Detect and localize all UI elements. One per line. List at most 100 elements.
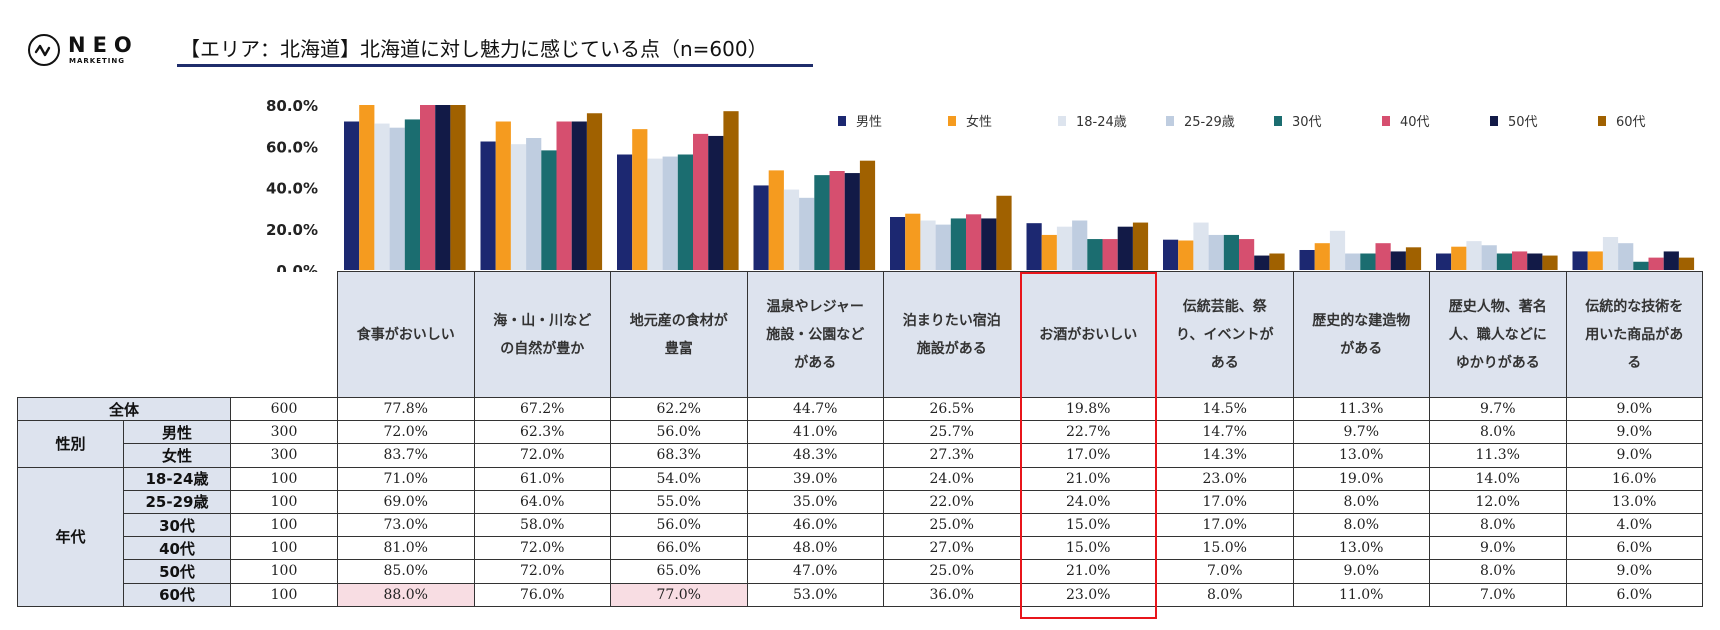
row-label: 60代 — [123, 582, 231, 607]
bar-18-24歳-8 — [1466, 241, 1482, 270]
y-tick-label: 40.0% — [266, 180, 318, 198]
value-cell: 14.5% — [1156, 396, 1294, 422]
bar-50代-2 — [708, 135, 724, 270]
value-cell: 4.0% — [1565, 512, 1703, 538]
legend-item: 60代 — [1598, 111, 1646, 130]
value-cell: 15.0% — [1019, 536, 1157, 561]
bar-40代-4 — [966, 214, 982, 270]
bar-60代-3 — [859, 160, 876, 270]
column-header-line: 歴史人物、著名 — [1448, 298, 1547, 315]
bar-女性-6 — [1178, 240, 1194, 270]
y-tick-label: 20.0% — [266, 221, 318, 239]
bar-60代-4 — [996, 195, 1012, 270]
row-label: 50代 — [123, 559, 231, 584]
bar-18-24歳-9 — [1602, 237, 1619, 270]
table-row: 年代 18-24歳 100 71.0% 61.0% 54.0% 39.0% 24.0% 21.0… — [17, 466, 1703, 607]
bar-50代-0 — [435, 105, 451, 270]
bar-男性-5 — [1026, 223, 1042, 270]
legend-swatch — [1166, 115, 1174, 126]
value-cell: 23.0% — [1019, 582, 1157, 607]
legend-label: 60代 — [1616, 115, 1646, 130]
row-label: 30代 — [123, 512, 231, 538]
sample-size: 100 — [230, 489, 338, 514]
value-cell: 35.0% — [746, 489, 884, 514]
page-title: 【エリア：北海道】北海道に対し魅力に感じている点（n=600） — [180, 37, 768, 61]
value-cell: 12.0% — [1429, 489, 1567, 514]
bar-25-29歳-0 — [389, 127, 405, 270]
bar-30代-1 — [541, 150, 557, 270]
column-header: 海・山・川など の自然が豊か — [473, 271, 611, 398]
column-header-line: 海・山・川など — [493, 312, 592, 329]
value-cell: 9.0% — [1565, 443, 1703, 468]
value-cell: 68.3% — [610, 443, 748, 468]
value-cell: 77.8% — [337, 396, 475, 422]
value-cell: 9.7% — [1429, 396, 1567, 422]
value-cell: 14.3% — [1156, 443, 1294, 468]
sample-size: 100 — [230, 512, 338, 538]
bar-25-29歳-4 — [935, 224, 951, 270]
chart-legend: 男性 女性 18-24歳 25-29歳 30代 40代 50代 60代 — [0, 111, 1720, 131]
bar-60代-8 — [1542, 255, 1558, 270]
column-header-line: り、イベントが — [1176, 326, 1274, 343]
value-cell: 25.0% — [883, 559, 1021, 584]
bar-18-24歳-2 — [647, 158, 663, 270]
value-cell: 47.0% — [746, 559, 884, 584]
column-header-line: 用いた商品があ — [1585, 326, 1684, 343]
value-cell: 9.0% — [1429, 536, 1567, 561]
bar-男性-0 — [344, 121, 360, 270]
value-cell: 9.0% — [1292, 559, 1430, 584]
legend-label: 18-24歳 — [1076, 115, 1127, 130]
legend-swatch — [1598, 115, 1606, 126]
column-header-line: 温泉やレジャー — [766, 298, 864, 315]
value-cell: 88.0% — [337, 582, 475, 607]
column-header: 温泉やレジャー 施設・公園など がある — [746, 271, 884, 398]
value-cell: 71.0% — [337, 466, 475, 491]
table-row: 50代 100 85.0% 72.0% 65.0% 47.0% 25.0% 21.0% 7.0%… — [18, 559, 1703, 584]
bar-60代-9 — [1678, 257, 1695, 270]
bar-18-24歳-7 — [1329, 230, 1346, 270]
value-cell: 72.0% — [473, 559, 611, 584]
value-cell: 17.0% — [1156, 489, 1294, 514]
bar-60代-7 — [1405, 247, 1422, 270]
column-header-line: お酒がおいしい — [1039, 326, 1138, 343]
value-cell: 25.0% — [883, 512, 1021, 538]
table-row: 60代 100 88.0% 76.0% 77.0% 53.0% 36.0% 23.0% 8.0%… — [18, 582, 1703, 607]
row-label: 18-24歳 — [123, 466, 231, 491]
bar-chart: 0.0%20.0%40.0%60.0%80.0% — [266, 97, 1695, 280]
bar-50代-5 — [1117, 226, 1133, 270]
value-cell: 64.0% — [473, 489, 611, 514]
value-cell: 8.0% — [1156, 582, 1294, 607]
logo-subtext: MARKETING — [69, 57, 125, 65]
column-header-line: 施設がある — [916, 340, 987, 357]
value-cell: 77.0% — [610, 582, 748, 607]
value-cell: 66.0% — [610, 536, 748, 561]
logo-mark-icon — [28, 34, 60, 66]
bar-18-24歳-1 — [510, 144, 527, 270]
bar-40代-7 — [1375, 243, 1391, 270]
bar-40代-8 — [1512, 251, 1528, 270]
value-cell: 85.0% — [337, 559, 475, 584]
bar-30代-8 — [1496, 253, 1512, 270]
value-cell: 9.0% — [1565, 396, 1703, 422]
row-label: 40代 — [123, 536, 231, 561]
legend-swatch — [1058, 115, 1066, 126]
value-cell: 11.3% — [1292, 396, 1430, 422]
column-header: 食事がおいしい — [337, 271, 475, 398]
value-cell: 11.0% — [1292, 582, 1430, 607]
table-row: 30代 100 73.0% 58.0% 56.0% 46.0% 25.0% 15.0% 17.0… — [18, 512, 1703, 538]
bar-50代-3 — [844, 173, 860, 270]
sample-size: 100 — [230, 536, 338, 561]
value-cell: 9.0% — [1565, 420, 1703, 445]
value-cell: 48.0% — [746, 536, 884, 561]
group-label-age: 年代 — [17, 466, 124, 607]
value-cell: 7.0% — [1429, 582, 1567, 607]
sample-size: 100 — [230, 559, 338, 584]
bar-男性-3 — [753, 185, 769, 270]
value-cell: 13.0% — [1292, 536, 1430, 561]
bar-女性-7 — [1314, 243, 1330, 270]
bar-40代-3 — [829, 171, 845, 270]
value-cell: 46.0% — [746, 512, 884, 538]
value-cell: 69.0% — [337, 489, 475, 514]
bar-25-29歳-6 — [1208, 234, 1224, 270]
row-label: 男性 — [123, 420, 231, 445]
